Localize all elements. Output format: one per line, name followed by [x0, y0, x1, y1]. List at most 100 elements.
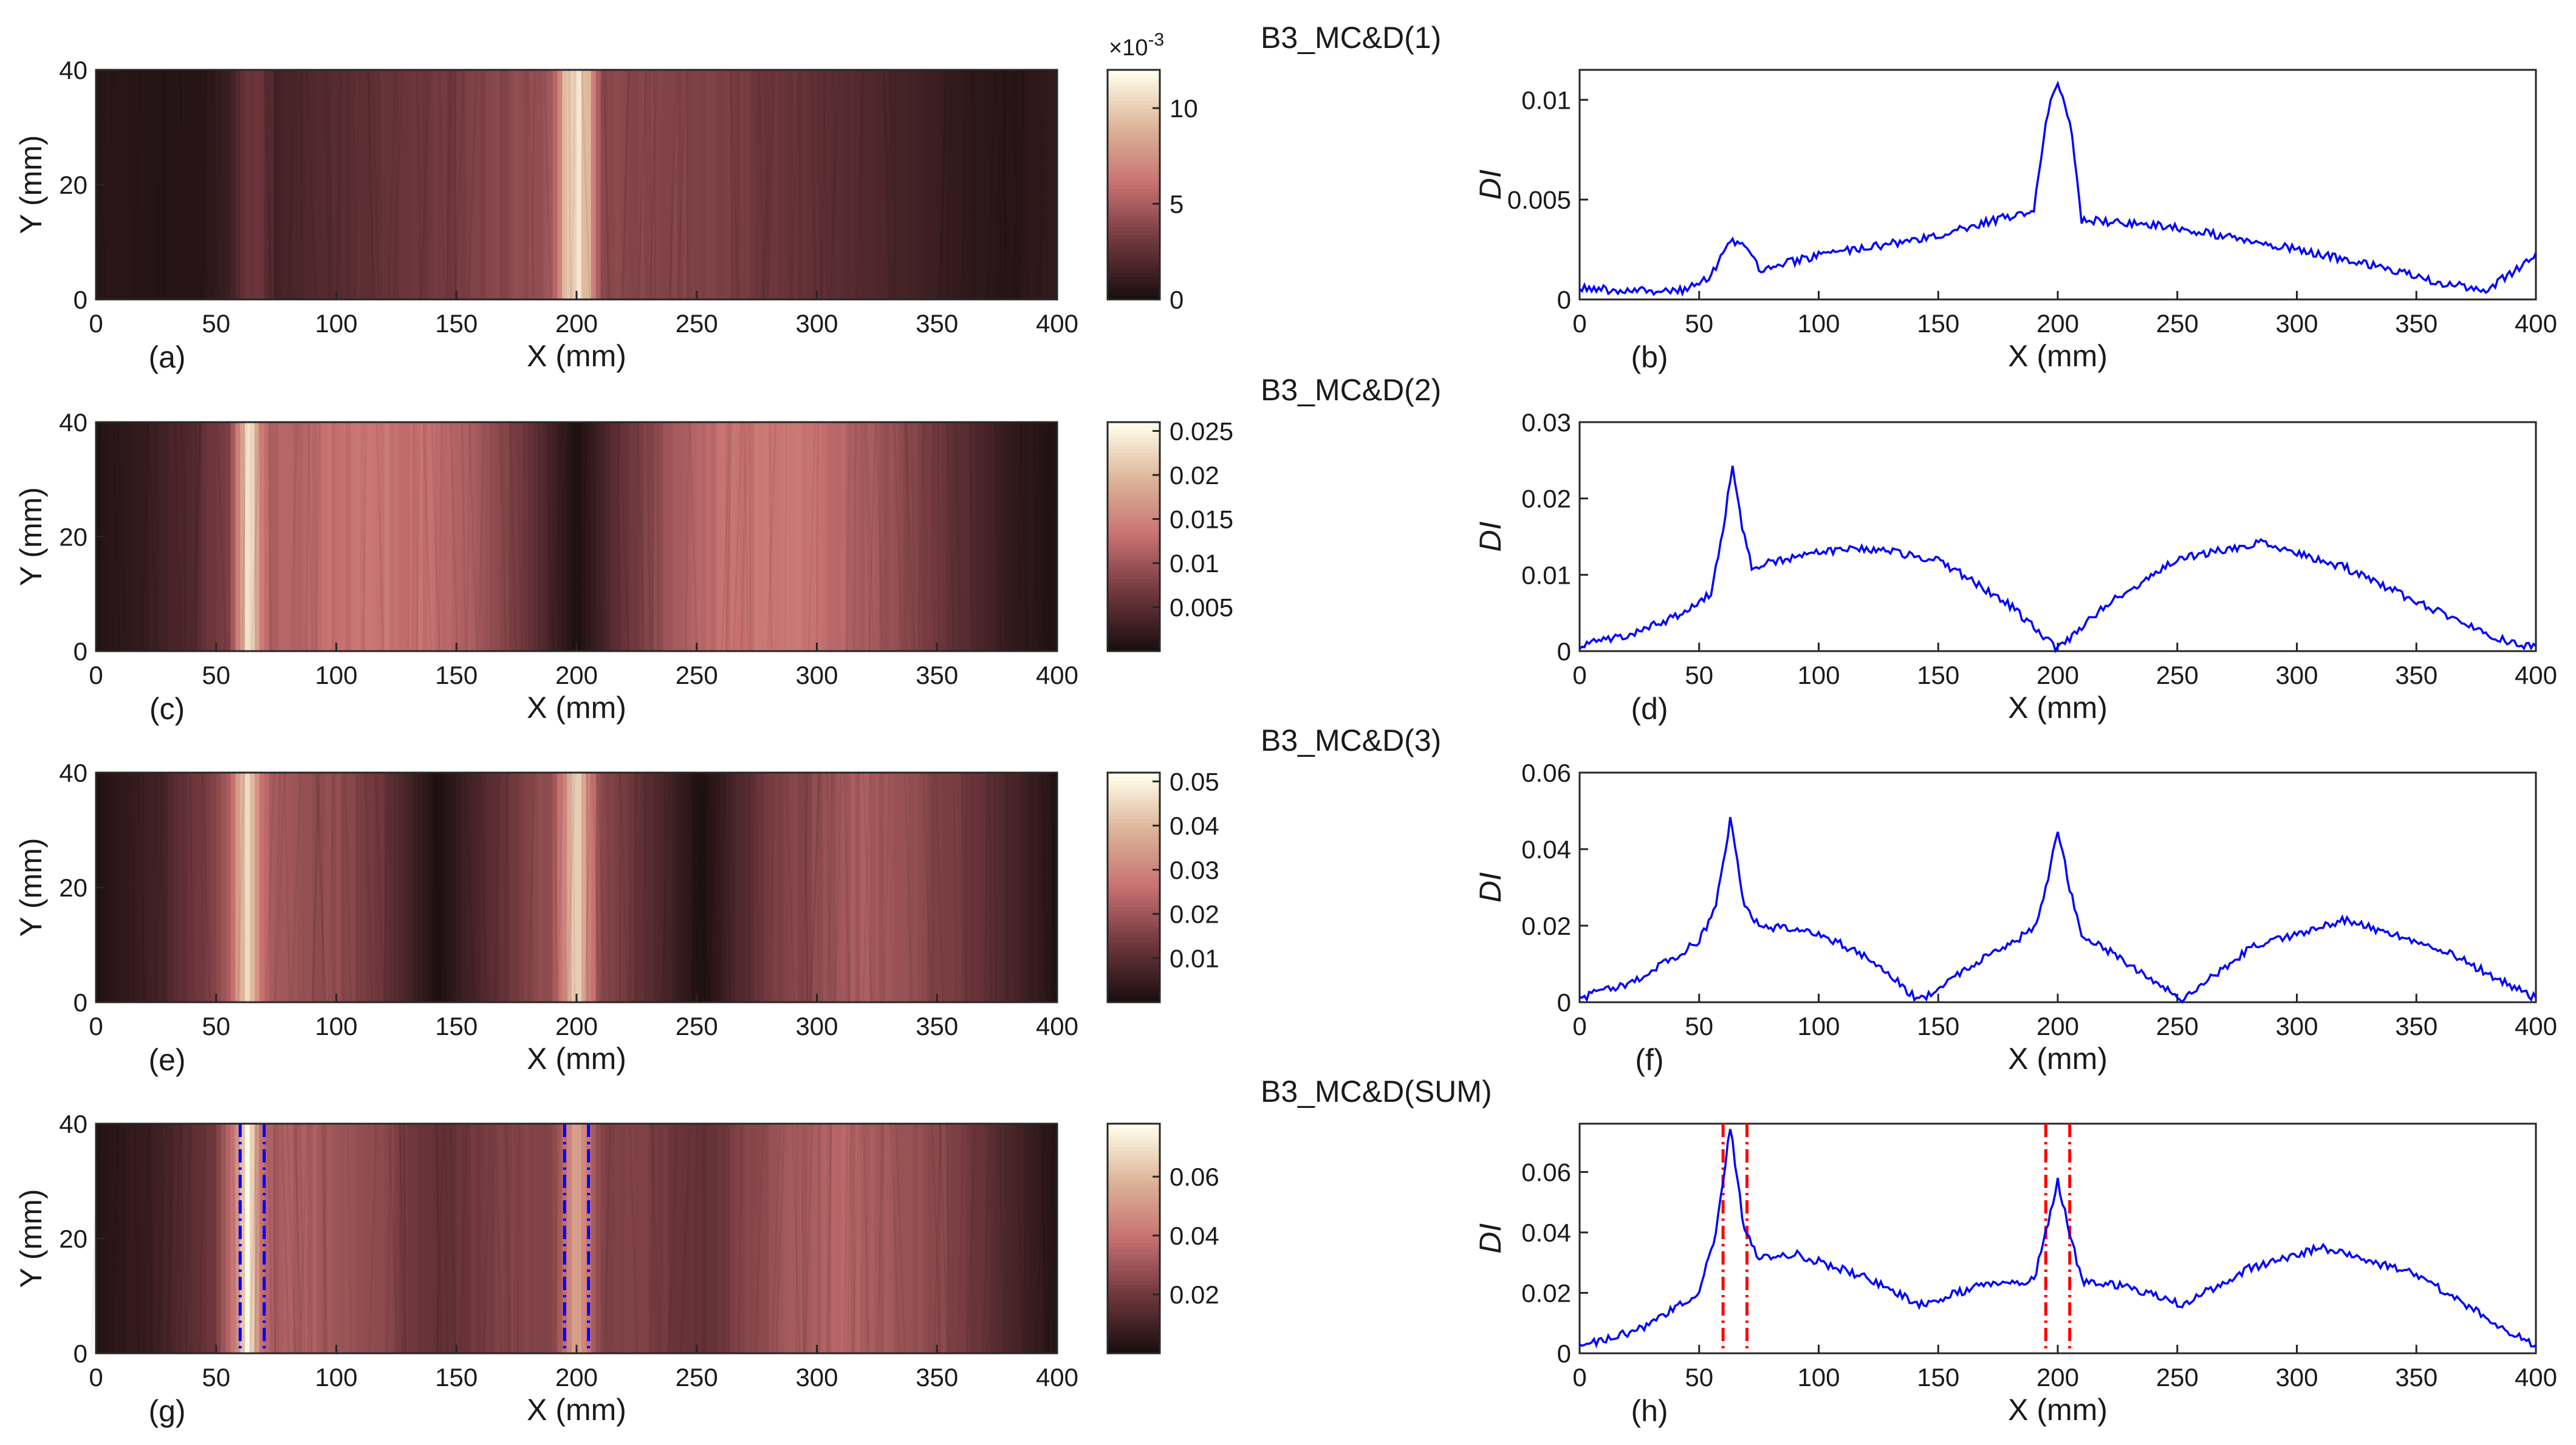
- heatmap-cell: [480, 1124, 486, 1353]
- heatmap-texture: [444, 1123, 448, 1354]
- heatmap-cell: [255, 773, 260, 1002]
- heatmap-cell: [620, 773, 625, 1002]
- heatmap-cell: [625, 70, 630, 299]
- colorbar-step: [1108, 1177, 1160, 1182]
- heatmap-texture: [936, 422, 941, 652]
- heatmap-cell: [567, 773, 572, 1002]
- colorbar-step: [1108, 1246, 1160, 1251]
- colorbar-step: [1108, 1265, 1160, 1270]
- heatmap-cell: [264, 1124, 270, 1353]
- colorbar-tick-label: 0.01: [1170, 549, 1219, 578]
- heatmap-cell: [255, 70, 260, 299]
- colorbar-tick-label: 0.04: [1170, 811, 1219, 840]
- heatmap-cell: [408, 773, 414, 1002]
- heatmap-cell: [850, 70, 856, 299]
- heatmap-cell: [932, 70, 938, 299]
- x-tick-label: 100: [315, 1012, 357, 1040]
- heatmap-cell: [187, 773, 193, 1002]
- colorbar-step: [1108, 1231, 1160, 1235]
- colorbar-step: [1108, 605, 1160, 610]
- heatmap-texture: [436, 1123, 439, 1354]
- colorbar-step: [1108, 590, 1160, 595]
- colorbar-step: [1108, 177, 1160, 182]
- heatmap-texture: [116, 1123, 120, 1354]
- heatmap-cell: [744, 70, 750, 299]
- heatmap-cell: [1004, 422, 1010, 651]
- x-tick-label: 400: [1036, 661, 1078, 689]
- heatmap-cell: [749, 1124, 755, 1353]
- heatmap-cell: [355, 773, 361, 1002]
- heatmap-cell: [701, 1124, 707, 1353]
- heatmap-cell: [744, 773, 750, 1002]
- heatmap-cell: [865, 773, 871, 1002]
- heatmap-cell: [466, 422, 471, 651]
- colorbar-step: [1108, 445, 1160, 449]
- x-tick-label: 400: [1036, 309, 1078, 338]
- heatmap-texture: [479, 772, 488, 1003]
- heatmap-cell: [269, 773, 275, 1002]
- heatmap-cell: [250, 773, 255, 1002]
- heatmap-texture: [939, 69, 947, 300]
- colorbar-step: [1108, 948, 1160, 953]
- heatmap-cell: [634, 70, 640, 299]
- heatmap-cell: [620, 1124, 625, 1353]
- panel-label: (a): [148, 340, 185, 374]
- heatmap-cell: [826, 70, 832, 299]
- heatmap-cell: [255, 1124, 260, 1353]
- heatmap-cell: [917, 422, 923, 651]
- heatmap-cell: [552, 422, 558, 651]
- heatmap-texture: [180, 422, 187, 652]
- colorbar-step: [1108, 906, 1160, 911]
- heatmap-texture: [890, 1123, 900, 1354]
- colorbar-step: [1108, 933, 1160, 938]
- heatmap-cell: [307, 773, 313, 1002]
- heatmap-texture: [251, 422, 261, 652]
- colorbar-step: [1108, 1135, 1160, 1139]
- colorbar-step: [1108, 487, 1160, 491]
- heatmap-cell: [769, 1124, 775, 1353]
- heatmap-cell: [384, 1124, 390, 1353]
- colorbar-step: [1108, 1342, 1160, 1347]
- heatmap-cell: [643, 70, 649, 299]
- heatmap-cell: [413, 422, 419, 651]
- heatmap-cell: [326, 422, 332, 651]
- panel-label: (f): [1635, 1043, 1663, 1077]
- heatmap-cell: [389, 773, 395, 1002]
- colorbar-step: [1108, 85, 1160, 90]
- heatmap-cell: [523, 422, 529, 651]
- heatmap-cell: [442, 422, 448, 651]
- colorbar-step: [1108, 506, 1160, 511]
- colorbar-step: [1108, 429, 1160, 434]
- colorbar-step: [1108, 280, 1160, 285]
- colorbar: 0.020.040.06: [1106, 1122, 1219, 1354]
- colorbar-tick-label: 0.025: [1170, 417, 1233, 446]
- colorbar-tick-label: 10: [1170, 94, 1198, 123]
- heatmap-cell: [317, 773, 323, 1002]
- colorbar-step: [1108, 559, 1160, 564]
- colorbar-step: [1108, 441, 1160, 446]
- heatmap-cell: [283, 773, 289, 1002]
- heatmap-cell: [739, 70, 745, 299]
- heatmap-cell: [139, 1124, 145, 1353]
- heatmap-texture: [290, 422, 298, 652]
- heatmap-cell: [860, 422, 866, 651]
- heatmap-cell: [206, 1124, 212, 1353]
- heatmap-cell: [202, 70, 207, 299]
- heatmap-cell: [346, 422, 352, 651]
- heatmap-cell: [403, 1124, 409, 1353]
- heatmap-cell: [168, 773, 174, 1002]
- heatmap-texture: [317, 772, 326, 1003]
- heatmap-cell: [985, 70, 991, 299]
- heatmap-cell: [293, 422, 299, 651]
- heatmap-cell: [764, 773, 770, 1002]
- heatmap-cell: [514, 1124, 519, 1353]
- heatmap-cell: [985, 1124, 991, 1353]
- heatmap-cell: [947, 773, 952, 1002]
- heatmap-cell: [533, 1124, 539, 1353]
- heatmap-cell: [495, 773, 501, 1002]
- heatmap-cell: [663, 773, 669, 1002]
- heatmap-cell: [879, 773, 885, 1002]
- heatmap-texture: [721, 422, 731, 652]
- heatmap-cell: [490, 1124, 496, 1353]
- heatmap-cell: [480, 70, 486, 299]
